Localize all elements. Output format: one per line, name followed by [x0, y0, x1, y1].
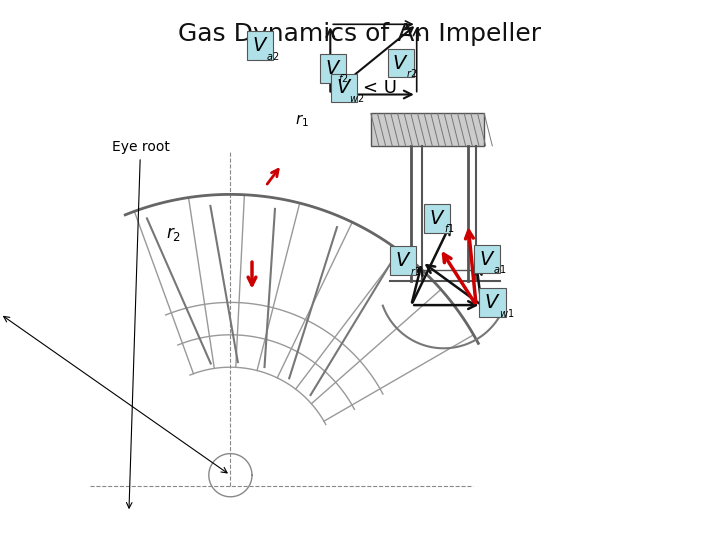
Bar: [371, 113, 484, 146]
Text: $V$: $V$: [429, 209, 446, 228]
Text: $r_1$: $r_1$: [295, 112, 309, 129]
Text: $_{f2}$: $_{f2}$: [338, 71, 349, 85]
Text: $_{w2}$: $_{w2}$: [349, 91, 364, 105]
Text: $V$: $V$: [392, 53, 409, 72]
Text: $V$: $V$: [336, 78, 352, 97]
Text: $_{f1}$: $_{f1}$: [444, 221, 454, 235]
Text: Gas Dynamics of An Impeller: Gas Dynamics of An Impeller: [179, 22, 541, 45]
Text: $V$: $V$: [252, 36, 269, 55]
Text: < U: < U: [363, 79, 397, 97]
Text: $r_2$: $r_2$: [166, 225, 181, 242]
Text: $V$: $V$: [484, 293, 500, 312]
Text: $V$: $V$: [479, 249, 495, 268]
Text: $_{r1}$: $_{r1}$: [410, 264, 421, 278]
Text: $V$: $V$: [325, 59, 341, 78]
Text: $_{a1}$: $_{a1}$: [493, 262, 507, 276]
Text: $_{r2}$: $_{r2}$: [406, 66, 418, 80]
Text: $V$: $V$: [395, 251, 412, 269]
Text: Eye root: Eye root: [112, 140, 169, 508]
Text: $_{a2}$: $_{a2}$: [266, 49, 279, 63]
Text: $_{w1}$: $_{w1}$: [499, 306, 514, 320]
